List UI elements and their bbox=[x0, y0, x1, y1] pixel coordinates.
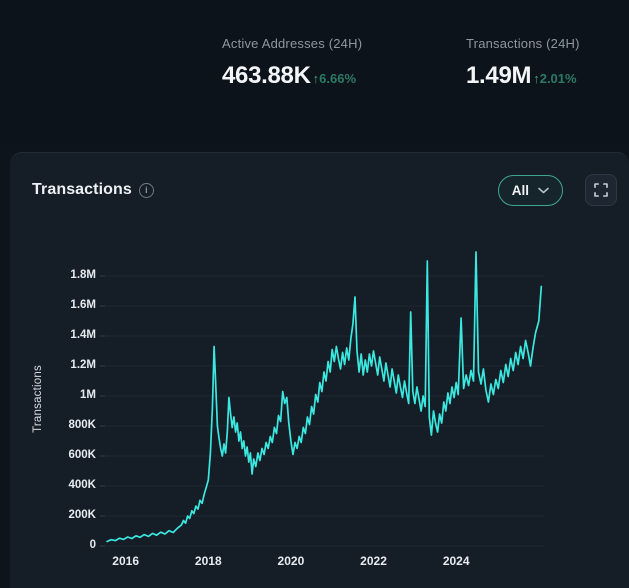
stat-transactions-24h: Transactions (24H) 1.49M ↑ 2.01% bbox=[466, 36, 580, 90]
y-tick-label: 1M bbox=[80, 389, 96, 401]
x-tick-label: 2022 bbox=[360, 554, 387, 568]
stat-active-addresses: Active Addresses (24H) 463.88K ↑ 6.66% bbox=[222, 36, 362, 90]
transactions-chart[interactable]: Transactions 0 200K 400K 600K 800K 1M 1.2M 1.4M… bbox=[10, 153, 629, 588]
y-tick-label: 0 bbox=[89, 539, 96, 551]
chevron-down-icon bbox=[538, 187, 549, 193]
stat-label: Transactions (24H) bbox=[466, 36, 580, 51]
x-tick-label: 2024 bbox=[442, 554, 470, 568]
x-tick-label: 2016 bbox=[112, 554, 140, 568]
fullscreen-expand-icon bbox=[594, 183, 608, 197]
transactions-line-series bbox=[106, 251, 543, 543]
transactions-panel: Transactions i All bbox=[10, 152, 629, 588]
time-range-value: All bbox=[511, 182, 529, 198]
time-range-dropdown[interactable]: All bbox=[497, 174, 563, 206]
x-tick-label: 2020 bbox=[277, 554, 305, 568]
stat-value: 463.88K bbox=[222, 62, 311, 89]
y-tick-label: 1.8M bbox=[70, 269, 96, 281]
stat-change: ↑ 6.66% bbox=[313, 71, 356, 86]
stat-change: ↑ 2.01% bbox=[533, 71, 576, 86]
stat-change-percent: 2.01% bbox=[539, 71, 577, 86]
stat-change-percent: 6.66% bbox=[319, 71, 357, 86]
fullscreen-button[interactable] bbox=[585, 174, 617, 206]
y-tick-label: 400K bbox=[68, 479, 97, 491]
stats-header: Active Addresses (24H) 463.88K ↑ 6.66% T… bbox=[0, 0, 629, 143]
panel-header: Transactions i All bbox=[10, 153, 629, 213]
panel-title: Transactions bbox=[32, 181, 132, 198]
y-tick-label: 600K bbox=[68, 449, 97, 461]
y-tick-label: 800K bbox=[68, 419, 97, 431]
y-tick-label: 200K bbox=[68, 509, 97, 521]
up-arrow-icon: ↑ bbox=[312, 71, 320, 86]
stat-label: Active Addresses (24H) bbox=[222, 36, 363, 51]
up-arrow-icon: ↑ bbox=[533, 71, 540, 86]
x-tick-label: 2018 bbox=[194, 554, 222, 568]
y-tick-label: 1.2M bbox=[70, 359, 96, 371]
info-icon[interactable]: i bbox=[138, 182, 154, 198]
y-tick-label: 1.4M bbox=[70, 329, 96, 341]
chart-plot-area[interactable] bbox=[10, 153, 629, 588]
y-tick-label: 1.6M bbox=[70, 299, 96, 311]
stat-value: 1.49M bbox=[466, 62, 532, 89]
